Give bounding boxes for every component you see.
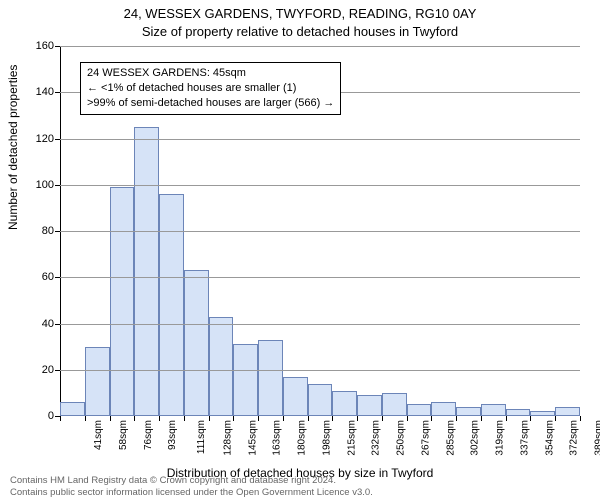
x-tick-mark bbox=[308, 416, 309, 421]
x-tick-label: 267sqm bbox=[420, 420, 431, 456]
y-tick-mark bbox=[55, 139, 60, 140]
x-tick-label: 215sqm bbox=[346, 420, 357, 456]
histogram-bar bbox=[233, 344, 258, 416]
y-tick-mark bbox=[55, 324, 60, 325]
x-tick-mark bbox=[382, 416, 383, 421]
histogram-bar bbox=[258, 340, 283, 416]
x-tick-label: 128sqm bbox=[222, 420, 233, 456]
x-tick-label: 232sqm bbox=[371, 420, 382, 456]
histogram-bar bbox=[283, 377, 308, 416]
x-tick-label: 319sqm bbox=[495, 420, 506, 456]
gridline bbox=[60, 139, 580, 140]
x-tick-mark bbox=[332, 416, 333, 421]
histogram-bar bbox=[431, 402, 456, 416]
y-tick-mark bbox=[55, 185, 60, 186]
x-tick-label: 285sqm bbox=[445, 420, 456, 456]
x-tick-label: 337sqm bbox=[520, 420, 531, 456]
x-tick-mark bbox=[159, 416, 160, 421]
x-tick-label: 180sqm bbox=[297, 420, 308, 456]
y-tick-label: 60 bbox=[24, 271, 54, 283]
x-tick-label: 58sqm bbox=[118, 420, 129, 450]
x-tick-mark bbox=[481, 416, 482, 421]
y-tick-label: 140 bbox=[24, 86, 54, 98]
gridline bbox=[60, 185, 580, 186]
gridline bbox=[60, 46, 580, 47]
y-tick-label: 160 bbox=[24, 40, 54, 52]
gridline bbox=[60, 231, 580, 232]
annotation-line: 24 WESSEX GARDENS: 45sqm bbox=[87, 66, 334, 81]
gridline bbox=[60, 324, 580, 325]
histogram-bar bbox=[308, 384, 333, 416]
x-tick-label: 250sqm bbox=[396, 420, 407, 456]
x-tick-mark bbox=[530, 416, 531, 421]
x-tick-mark bbox=[357, 416, 358, 421]
x-tick-label: 76sqm bbox=[143, 420, 154, 450]
x-tick-label: 302sqm bbox=[470, 420, 481, 456]
y-tick-label: 20 bbox=[24, 364, 54, 376]
x-tick-mark bbox=[283, 416, 284, 421]
histogram-bar bbox=[184, 270, 209, 416]
plot-area: 24 WESSEX GARDENS: 45sqm ← <1% of detach… bbox=[60, 46, 580, 416]
y-tick-mark bbox=[55, 92, 60, 93]
annotation-box: 24 WESSEX GARDENS: 45sqm ← <1% of detach… bbox=[80, 62, 341, 115]
x-tick-mark bbox=[110, 416, 111, 421]
y-tick-mark bbox=[55, 277, 60, 278]
x-tick-mark bbox=[233, 416, 234, 421]
y-tick-label: 80 bbox=[24, 225, 54, 237]
annotation-line: ← <1% of detached houses are smaller (1) bbox=[87, 81, 334, 96]
histogram-bar bbox=[85, 347, 110, 416]
y-tick-label: 0 bbox=[24, 410, 54, 422]
histogram-bar bbox=[159, 194, 184, 416]
histogram-bar bbox=[332, 391, 357, 416]
x-tick-mark bbox=[580, 416, 581, 421]
x-tick-mark bbox=[85, 416, 86, 421]
histogram-bar bbox=[382, 393, 407, 416]
x-tick-mark bbox=[555, 416, 556, 421]
histogram-bar bbox=[110, 187, 135, 416]
histogram-bar bbox=[555, 407, 580, 416]
y-axis-label: Number of detached properties bbox=[6, 65, 20, 230]
histogram-bar bbox=[456, 407, 481, 416]
x-tick-label: 41sqm bbox=[93, 420, 104, 450]
x-tick-mark bbox=[134, 416, 135, 421]
x-tick-label: 372sqm bbox=[569, 420, 580, 456]
chart-title-line2: Size of property relative to detached ho… bbox=[0, 24, 600, 39]
x-tick-label: 93sqm bbox=[167, 420, 178, 450]
x-tick-label: 163sqm bbox=[272, 420, 283, 456]
histogram-bar bbox=[506, 409, 531, 416]
annotation-line: >99% of semi-detached houses are larger … bbox=[87, 96, 334, 111]
histogram-bar bbox=[407, 404, 432, 416]
x-tick-label: 145sqm bbox=[247, 420, 258, 456]
histogram-bar bbox=[357, 395, 382, 416]
chart-container: 24, WESSEX GARDENS, TWYFORD, READING, RG… bbox=[0, 0, 600, 500]
x-tick-mark bbox=[209, 416, 210, 421]
histogram-bar bbox=[530, 411, 555, 416]
y-tick-mark bbox=[55, 370, 60, 371]
histogram-bar bbox=[209, 317, 234, 416]
x-tick-mark bbox=[184, 416, 185, 421]
y-tick-label: 120 bbox=[24, 133, 54, 145]
x-tick-mark bbox=[60, 416, 61, 421]
x-tick-mark bbox=[431, 416, 432, 421]
footnote-line2: Contains public sector information licen… bbox=[10, 487, 373, 498]
x-tick-label: 198sqm bbox=[321, 420, 332, 456]
x-tick-label: 111sqm bbox=[196, 420, 207, 454]
gridline bbox=[60, 277, 580, 278]
x-tick-mark bbox=[407, 416, 408, 421]
x-tick-mark bbox=[456, 416, 457, 421]
chart-title-line1: 24, WESSEX GARDENS, TWYFORD, READING, RG… bbox=[0, 6, 600, 21]
y-tick-label: 100 bbox=[24, 179, 54, 191]
x-tick-mark bbox=[506, 416, 507, 421]
footnote-line1: Contains HM Land Registry data © Crown c… bbox=[10, 475, 336, 486]
x-tick-label: 389sqm bbox=[594, 420, 600, 456]
y-tick-mark bbox=[55, 231, 60, 232]
gridline bbox=[60, 370, 580, 371]
x-tick-mark bbox=[258, 416, 259, 421]
histogram-bar bbox=[60, 402, 85, 416]
y-tick-label: 40 bbox=[24, 318, 54, 330]
histogram-bar bbox=[134, 127, 159, 416]
y-tick-mark bbox=[55, 46, 60, 47]
x-tick-label: 354sqm bbox=[544, 420, 555, 456]
histogram-bar bbox=[481, 404, 506, 416]
